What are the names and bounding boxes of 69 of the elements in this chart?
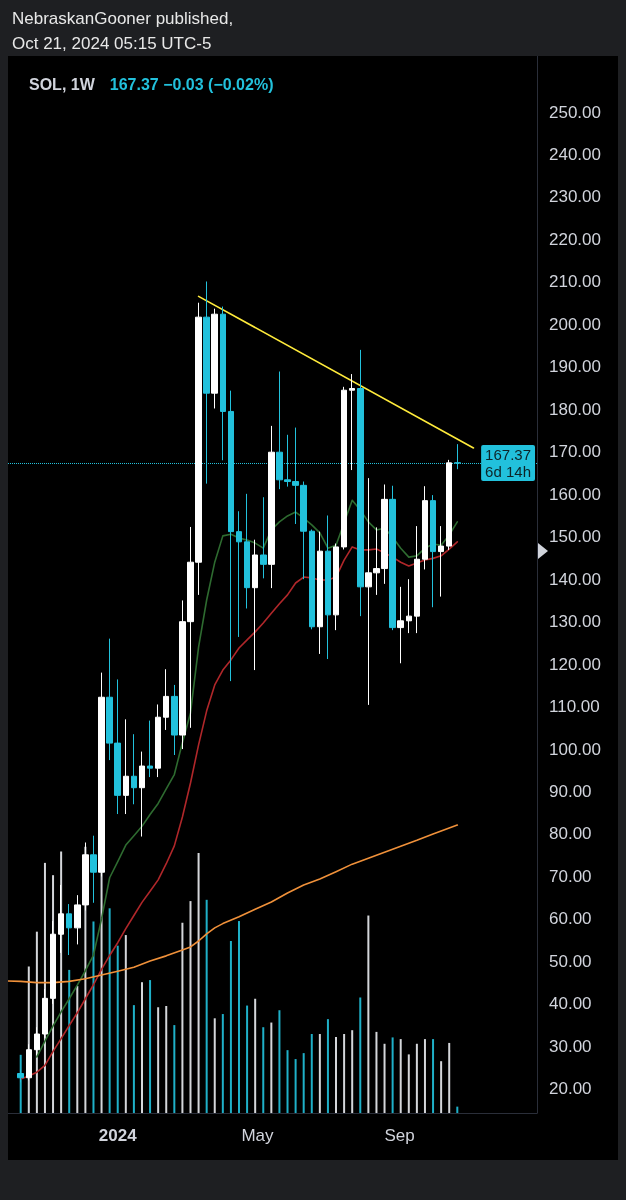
candlestick [406,578,412,634]
annotation: 6d 14h [485,462,531,480]
candlestick [397,586,404,664]
y-tick-label: 180.00 [549,399,601,419]
candlestick [317,531,323,655]
candlestick [147,720,153,778]
candlestick [123,718,129,815]
y-tick-label: 170.00 [549,442,601,462]
candlestick [26,1043,32,1081]
candlestick [139,751,145,838]
y-tick-label: 140.00 [549,569,601,589]
candlestick [42,988,48,1039]
text: 167.37 −0.03 (−0.02%) [109,75,274,93]
candlestick [220,306,226,461]
candlestick [268,425,275,589]
candlestick [252,539,258,671]
y-tick-label: 80.00 [549,824,592,844]
candlestick [58,884,64,954]
candlestick [438,525,444,598]
candlestick [34,1026,40,1056]
line-series [8,824,459,984]
text: SOL, 1W [29,75,96,93]
candlestick [446,459,452,551]
candlestick [244,493,250,609]
candlestick [349,373,355,471]
candlestick [325,514,331,660]
y-tick-label: 40.00 [549,994,592,1014]
candlestick [260,496,267,579]
y-tick-label: 60.00 [549,909,592,929]
candlestick [171,684,178,756]
y-tick-label: 110.00 [549,697,600,717]
x-tick-label: 2024 [98,1126,138,1145]
candlestick [389,485,396,631]
y-tick-label: 210.00 [549,272,601,292]
candlestick [430,494,436,608]
candlestick [66,903,72,956]
y-tick-label: 220.00 [549,229,601,249]
y-tick-label: 160.00 [549,484,601,504]
y-tick-label: 70.00 [549,866,592,886]
y-tick-label: 90.00 [549,782,592,802]
y-tick-label: 20.00 [549,1079,592,1099]
x-tick-label: Sep [384,1126,415,1145]
y-tick-label: 100.00 [549,739,601,759]
y-tick-label: 120.00 [549,654,601,674]
y-tick-label: 150.00 [549,527,601,547]
candlestick [236,510,242,638]
candlestick [131,733,137,805]
y-tick-label: 50.00 [549,951,592,971]
ref-line-label: 167.37 [485,445,531,463]
y-tick-label: 250.00 [549,102,601,122]
y-tick-label: 230.00 [549,187,601,207]
candlestick [414,525,420,634]
candlestick [309,529,315,630]
y-tick-label: 30.00 [549,1036,592,1056]
candlestick [341,386,347,550]
candlestick [90,835,97,904]
text: NebraskanGooner published, [12,8,234,30]
candlestick [422,485,428,570]
candlestick [155,703,161,778]
text: Oct 21, 2024 05:15 UTC-5 [12,33,213,55]
candlestick [163,668,169,731]
x-tick-label: May [241,1126,275,1145]
y-tick-label: 240.00 [549,145,601,165]
candlestick [333,543,339,631]
candlestick [17,1069,24,1083]
y-tick-label: 200.00 [549,314,601,334]
y-tick-label: 130.00 [549,612,601,632]
y-tick-label: 190.00 [549,357,601,377]
candlestick [211,308,218,409]
